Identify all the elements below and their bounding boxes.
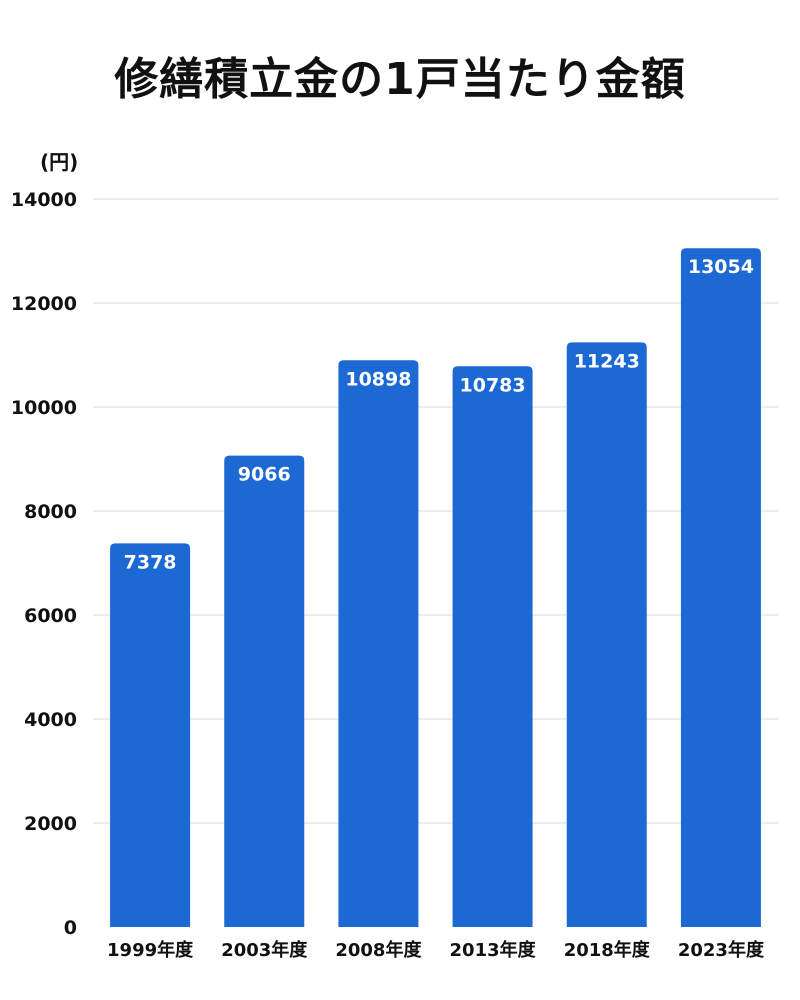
bar [452,366,533,927]
gridlines [93,198,778,824]
bar-value-label: 10898 [345,368,411,390]
y-tick-label: 12000 [11,293,77,315]
bar-value-label: 13054 [688,256,754,278]
x-category-label: 2003年度 [221,939,308,961]
y-tick-label: 8000 [24,501,77,523]
y-axis-ticks: 0 2000 4000 6000 8000 10000 12000 14000 [11,189,77,939]
x-axis-categories: 1999年度 2003年度 2008年度 2013年度 2018年度 2023年度 [107,939,765,961]
bar-value-label: 11243 [574,350,640,372]
x-category-label: 2008年度 [335,939,422,961]
bar [338,360,419,928]
bar-value-label: 7378 [124,551,177,573]
chart-title: 修繕積立金の1戸当たり金額 [114,54,686,105]
bar [224,455,305,927]
y-tick-label: 14000 [11,189,77,211]
data-labels: 7378 9066 10898 10783 11243 13054 [124,256,754,573]
x-category-label: 2023年度 [678,939,765,961]
x-category-label: 2013年度 [450,939,537,961]
y-tick-label: 2000 [24,813,77,835]
y-tick-label: 4000 [24,709,77,731]
bars [110,248,761,928]
y-tick-label: 6000 [24,605,77,627]
y-tick-label: 0 [64,917,77,939]
y-axis-unit-label: (円) [40,150,79,174]
x-category-label: 2018年度 [564,939,651,961]
bar [566,342,647,927]
bar [680,248,761,927]
bar-value-label: 9066 [238,464,291,486]
y-tick-label: 10000 [11,397,77,419]
bar [110,543,191,927]
bar-value-label: 10783 [460,374,526,396]
x-category-label: 1999年度 [107,939,194,961]
